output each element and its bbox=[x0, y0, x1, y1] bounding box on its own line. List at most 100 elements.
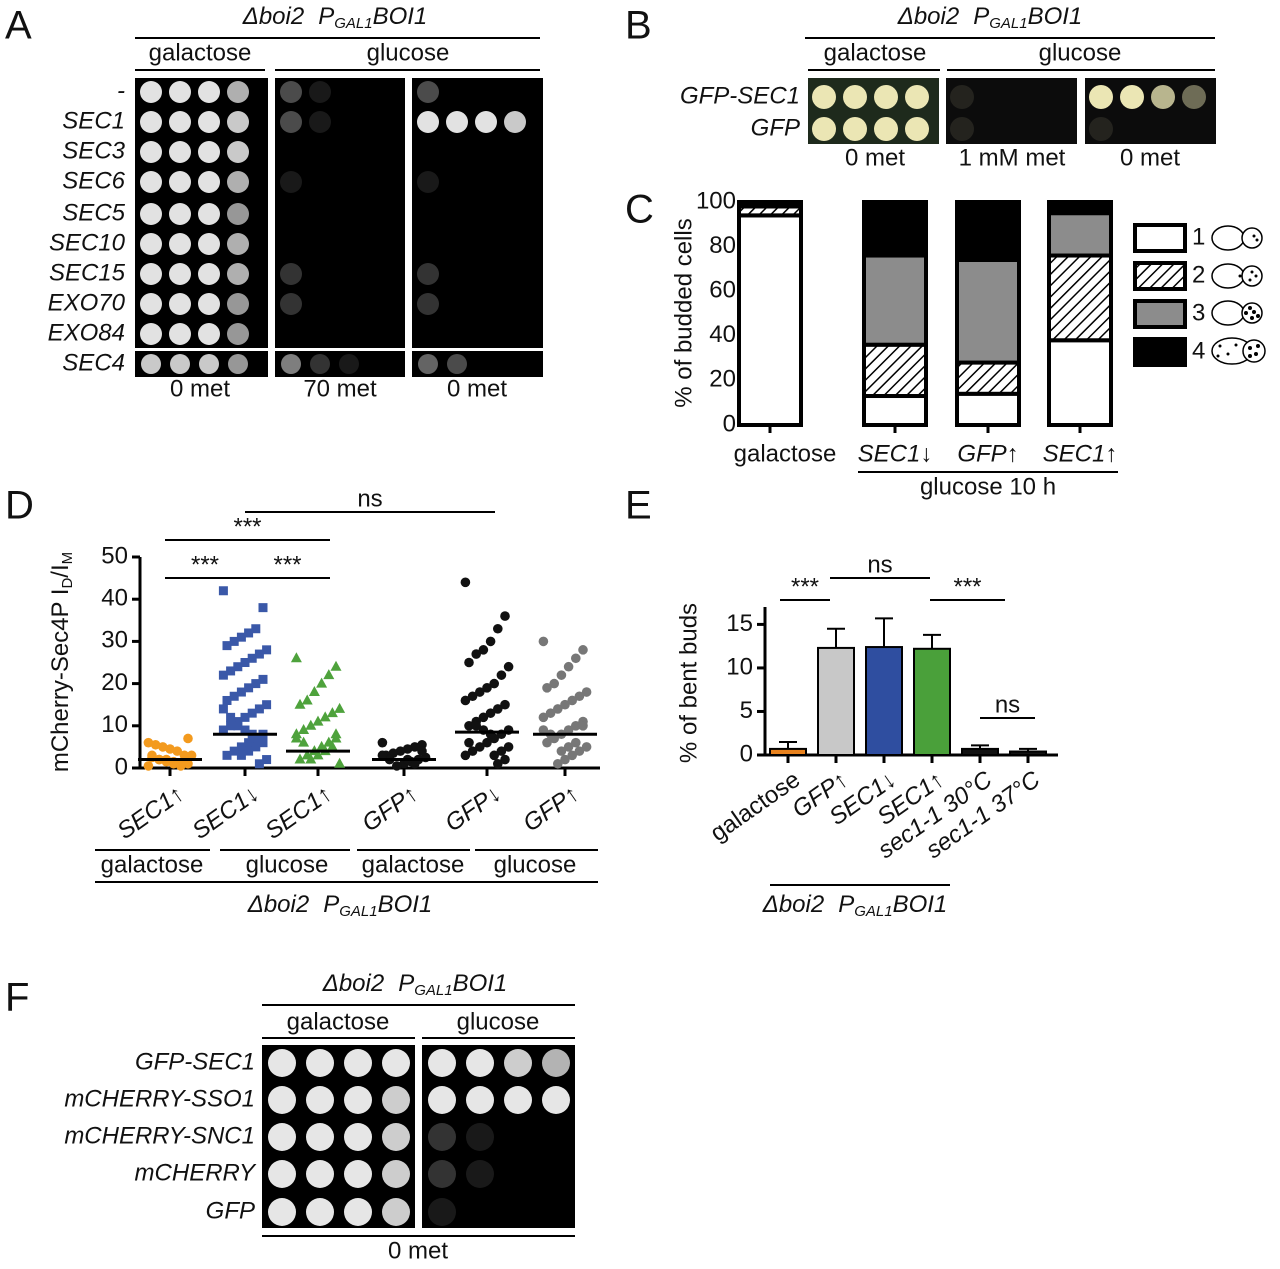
bar bbox=[865, 646, 903, 756]
colony-spot bbox=[382, 1123, 410, 1151]
data-point bbox=[563, 661, 574, 672]
data-point bbox=[571, 721, 581, 731]
y-axis-label: % of bent buds bbox=[675, 603, 702, 763]
row-label: GFP-SEC1 bbox=[135, 1048, 255, 1075]
colony-spot bbox=[542, 1049, 570, 1077]
data-point bbox=[258, 603, 268, 613]
y-axis-label: % of budded cells bbox=[670, 218, 697, 407]
y-tick-label: 30 bbox=[101, 627, 128, 654]
colony-spot bbox=[812, 85, 836, 109]
colony-spot bbox=[280, 171, 302, 193]
data-point bbox=[460, 577, 471, 588]
bar bbox=[769, 747, 807, 757]
data-point bbox=[417, 746, 427, 756]
bar-segment bbox=[955, 360, 1021, 396]
y-axis-label: mCherry-Sec4P ID/IM bbox=[47, 552, 76, 772]
data-point bbox=[556, 746, 567, 756]
data-point bbox=[392, 761, 402, 771]
strain-part: BOI1 bbox=[373, 3, 428, 30]
strain-sub: GAL1 bbox=[334, 15, 372, 32]
data-point bbox=[147, 750, 157, 761]
bar-segment bbox=[955, 257, 1021, 365]
x-tick-label: GFP↓ bbox=[440, 780, 506, 837]
data-point bbox=[176, 761, 186, 771]
colony-spot bbox=[950, 117, 974, 141]
panel-label: C bbox=[625, 188, 654, 232]
data-point bbox=[485, 636, 496, 647]
data-point bbox=[578, 645, 588, 655]
data-point bbox=[482, 737, 492, 748]
colony-spot bbox=[140, 203, 162, 225]
x-tick-label: SEC1↓ bbox=[187, 780, 264, 845]
data-point bbox=[305, 719, 317, 730]
data-point bbox=[158, 742, 168, 752]
row-label: SEC6 bbox=[62, 167, 125, 194]
colony-spot bbox=[268, 1086, 296, 1114]
significance: *** bbox=[953, 573, 981, 600]
strain-part: Δboi2 bbox=[247, 891, 309, 918]
data-point bbox=[460, 750, 471, 761]
data-point bbox=[581, 687, 592, 697]
data-point bbox=[571, 737, 581, 748]
bar-segment bbox=[1047, 338, 1113, 428]
y-tick-label: 10 bbox=[726, 653, 753, 680]
colony-spot bbox=[417, 171, 439, 193]
data-point bbox=[475, 687, 485, 697]
colony-spot bbox=[268, 1160, 296, 1188]
colony-spot bbox=[504, 111, 526, 133]
colony-spot bbox=[382, 1160, 410, 1188]
colony-spot bbox=[418, 354, 438, 374]
data-point bbox=[581, 742, 592, 752]
data-point bbox=[236, 750, 246, 760]
strain-label: Δboi2 PGAL1BOI1 bbox=[762, 891, 948, 920]
strain-part: P bbox=[318, 3, 334, 30]
colony-spot bbox=[169, 293, 191, 315]
colony-spot bbox=[344, 1086, 372, 1114]
data-point bbox=[319, 711, 331, 722]
row-label: GFP-SEC1 bbox=[680, 82, 800, 109]
data-point bbox=[244, 746, 254, 756]
data-point bbox=[410, 742, 420, 752]
colony-spot bbox=[280, 111, 302, 133]
data-point bbox=[308, 686, 320, 697]
data-point bbox=[262, 755, 272, 765]
x-tick-label: SEC1↓ bbox=[858, 440, 933, 467]
data-point bbox=[410, 758, 420, 769]
row-label: mCHERRY-SNC1 bbox=[64, 1122, 255, 1149]
cell-icons bbox=[1211, 225, 1266, 365]
y-tick-label: 50 bbox=[101, 542, 128, 569]
colony-spot bbox=[339, 354, 359, 374]
data-point bbox=[402, 744, 413, 754]
colony-spot bbox=[475, 111, 497, 133]
plate bbox=[275, 78, 405, 348]
row-label: GFP bbox=[751, 114, 800, 141]
y-label-part: /I bbox=[47, 564, 74, 577]
strain-part: Δboi2 bbox=[322, 970, 384, 997]
data-point bbox=[503, 661, 514, 672]
data-point bbox=[305, 753, 317, 764]
colony-spot bbox=[268, 1198, 296, 1226]
data-point bbox=[377, 737, 388, 748]
strain-part: Δboi2 bbox=[242, 3, 304, 30]
legend-swatch bbox=[1133, 261, 1187, 291]
data-point bbox=[218, 704, 228, 714]
colony-spot bbox=[417, 111, 439, 133]
data-point bbox=[172, 746, 182, 756]
data-point bbox=[553, 758, 563, 769]
strain-part: P bbox=[323, 891, 339, 918]
data-point bbox=[538, 636, 549, 647]
media-label: 0 met bbox=[845, 144, 905, 171]
colony-spot bbox=[843, 117, 867, 141]
data-point bbox=[258, 674, 268, 684]
data-point bbox=[489, 750, 500, 761]
colony-spot bbox=[1182, 85, 1206, 109]
legend-swatch bbox=[1133, 337, 1187, 367]
colony-spot bbox=[428, 1198, 456, 1226]
colony-spot bbox=[227, 293, 249, 315]
data-point bbox=[226, 712, 236, 722]
data-point bbox=[218, 725, 228, 735]
colony-spot bbox=[382, 1049, 410, 1077]
data-point bbox=[545, 708, 556, 718]
strain-part: BOI1 bbox=[453, 970, 508, 997]
colony-spot bbox=[950, 85, 974, 109]
